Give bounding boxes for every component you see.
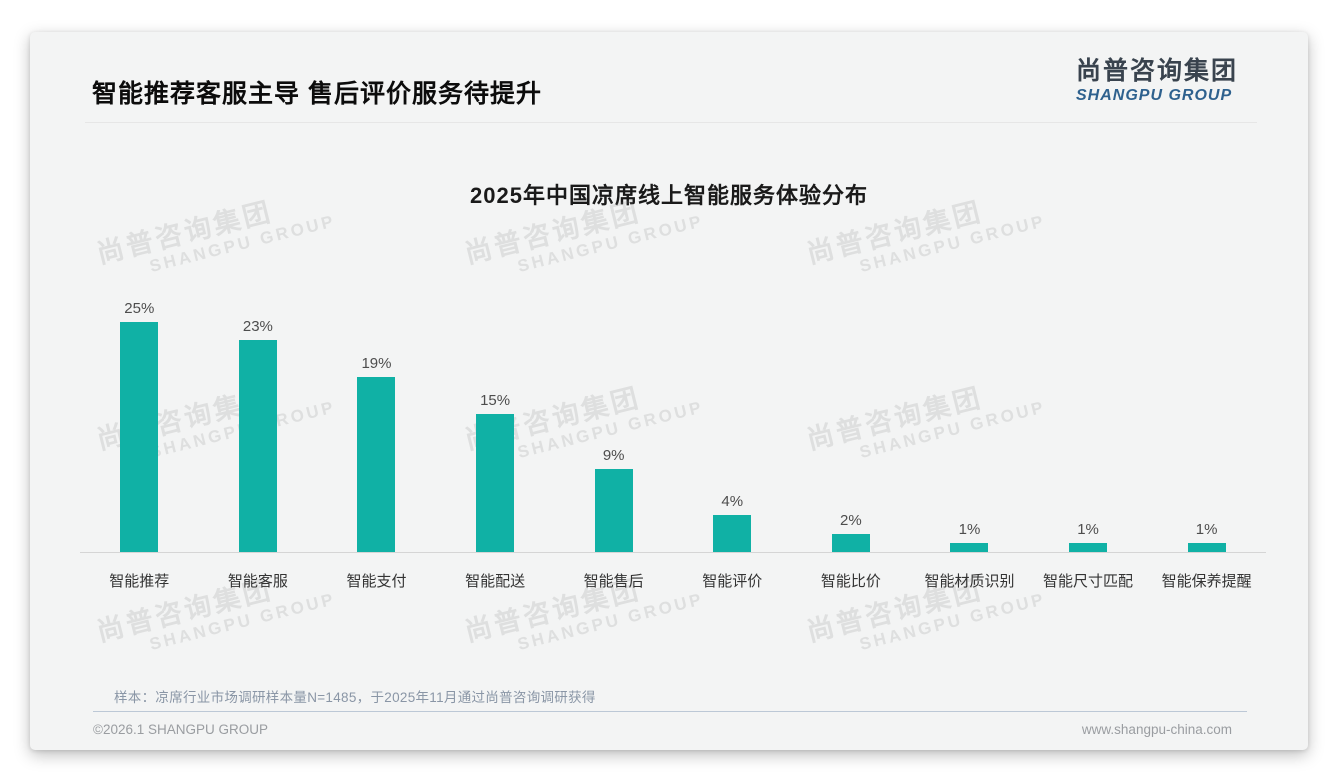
bar-value-label: 4% xyxy=(721,493,744,510)
x-axis-line xyxy=(80,552,1266,553)
bar-value-label: 2% xyxy=(840,512,862,529)
bar-value-label: 23% xyxy=(242,318,273,335)
bar xyxy=(1187,543,1226,552)
category-labels: 智能推荐 智能客服 智能支付 智能配送 智能售后 智能评价 智能比价 智能材质识别 智能尺寸匹配… xyxy=(80,570,1266,591)
bar-column: 23% xyxy=(199,318,318,552)
category-label: 智能材质识别 xyxy=(924,573,1015,590)
category-label: 智能支付 xyxy=(346,573,407,590)
bar-column: 19% xyxy=(317,355,436,552)
bar-column: 9% xyxy=(554,447,673,552)
bar xyxy=(594,469,633,552)
company-logo: 尚普咨询集团 SHANGPU GROUP xyxy=(1075,57,1238,105)
plot-area: 25% 23% 19% 15% 9% 4% 2% 1% 1% 1% xyxy=(80,162,1266,552)
website-url: www.shangpu-china.com xyxy=(1081,722,1232,737)
chart-title: 2025年中国凉席线上智能服务体验分布 xyxy=(470,183,868,208)
page-title: 智能推荐客服主导 售后评价服务待提升 xyxy=(92,80,542,108)
bar-value-label: 1% xyxy=(1077,521,1099,538)
bar-value-label: 15% xyxy=(480,392,511,409)
logo-english-name: SHANGPU GROUP xyxy=(1075,86,1233,104)
category-label: 智能尺寸匹配 xyxy=(1043,573,1134,590)
bar-value-label: 1% xyxy=(958,521,981,538)
bar xyxy=(120,322,159,552)
bar xyxy=(476,414,515,552)
copyright-text: ©2026.1 SHANGPU GROUP xyxy=(93,722,269,737)
bar-column: 4% xyxy=(673,493,792,552)
sample-note: 样本：凉席行业市场调研样本量N=1485，于2025年11月通过尚普咨询调研获得 xyxy=(114,690,596,705)
bar-value-label: 1% xyxy=(1195,521,1218,538)
category-label: 智能客服 xyxy=(227,573,288,590)
bar-column: 1% xyxy=(1029,521,1148,552)
bar xyxy=(950,543,989,552)
bar-value-label: 9% xyxy=(602,447,625,464)
bar-column: 1% xyxy=(1147,521,1266,552)
bar-value-label: 25% xyxy=(124,300,155,317)
slide-card: 智能推荐客服主导 售后评价服务待提升 尚普咨询集团 SHANGPU GROUP … xyxy=(30,32,1308,750)
category-label: 智能保养提醒 xyxy=(1161,573,1252,590)
bar xyxy=(1069,543,1108,552)
bar-value-label: 19% xyxy=(361,355,392,372)
bar-column: 2% xyxy=(792,512,911,552)
header-divider xyxy=(85,122,1257,123)
footer-divider xyxy=(93,711,1247,712)
bar-column: 15% xyxy=(436,392,555,552)
bar xyxy=(713,515,752,552)
bar xyxy=(831,534,870,552)
category-label: 智能售后 xyxy=(583,573,644,590)
bar-column: 25% xyxy=(80,300,199,552)
bar xyxy=(357,377,396,552)
logo-chinese-name: 尚普咨询集团 xyxy=(1075,57,1238,85)
category-label: 智能推荐 xyxy=(109,573,170,590)
bar-column: 1% xyxy=(910,521,1029,552)
category-label: 智能比价 xyxy=(820,573,881,590)
category-label: 智能评价 xyxy=(702,573,763,590)
bar xyxy=(238,340,277,552)
category-label: 智能配送 xyxy=(465,573,526,590)
